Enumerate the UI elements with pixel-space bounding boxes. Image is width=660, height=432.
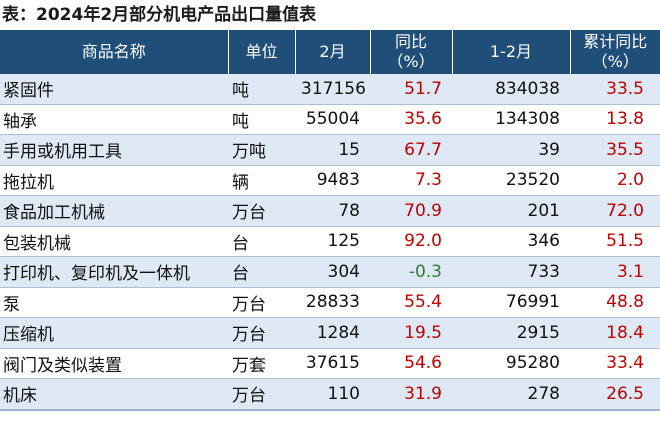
table-row: 机床 万台 110 31.9 278 26.5 [0, 378, 660, 411]
cell-unit: 吨 [228, 74, 295, 105]
cell-feb: 28833 [295, 287, 370, 318]
header-unit: 单位 [227, 30, 295, 74]
cell-cum-yoy: 2.0 [570, 165, 660, 196]
cell-name: 机床 [0, 378, 228, 411]
cell-ytd: 346 [452, 226, 570, 257]
cell-yoy: 51.7 [370, 74, 452, 105]
cell-cum-yoy: 35.5 [570, 134, 660, 166]
cell-unit: 辆 [228, 165, 295, 196]
cell-cum-yoy: 51.5 [570, 226, 660, 257]
cell-name: 食品加工机械 [0, 195, 228, 227]
table-body: 紧固件吨 317156 51.7 834038 33.5 轴承吨 55004 35.6 1343… [0, 74, 660, 411]
cell-yoy: 92.0 [370, 226, 452, 257]
cell-name: 手用或机用工具 [0, 134, 228, 166]
table-row: 阀门及类似装置 万套 37615 54.6 95280 33.4 [0, 348, 660, 379]
header-feb: 2月 [294, 30, 370, 74]
cell-cum-yoy: 48.8 [570, 287, 660, 318]
cell-ytd: 76991 [452, 287, 570, 318]
header-cum-yoy-line1: 累计同比 [583, 32, 648, 51]
cell-yoy: 31.9 [370, 378, 452, 411]
table-row: 食品加工机械 万台 78 70.9 201 72.0 [0, 195, 660, 227]
cell-feb: 110 [295, 378, 370, 411]
header-name: 商品名称 [0, 30, 228, 74]
header-yoy-line2: （%） [387, 52, 435, 71]
cell-feb: 9483 [295, 165, 370, 196]
cell-unit: 台 [228, 256, 295, 288]
cell-feb: 317156 [295, 74, 370, 105]
header-cum-yoy-line2: （%） [591, 52, 639, 71]
cell-name: 打印机、复印机及一体机 [0, 256, 228, 288]
table-row: 泵万台 28833 55.4 76991 48.8 [0, 287, 660, 318]
table-row: 压缩机 万台 1284 19.5 2915 18.4 [0, 317, 660, 349]
cell-name: 包装机械 [0, 226, 228, 257]
cell-ytd: 733 [452, 256, 570, 288]
header-ytd: 1-2月 [451, 30, 570, 74]
cell-yoy: 70.9 [370, 195, 452, 227]
cell-ytd: 39 [452, 134, 570, 166]
cell-unit: 万台 [228, 317, 295, 349]
table-header: 商品名称 单位 2月 同比 （%） 1-2月 累计同比 （%） [0, 30, 660, 74]
cell-ytd: 201 [452, 195, 570, 227]
header-yoy-line1: 同比 [394, 32, 427, 51]
cell-feb: 78 [295, 195, 370, 227]
cell-name: 拖拉机 [0, 165, 228, 196]
table-title: 表：2024年2月部分机电产品出口量值表 [2, 5, 317, 25]
export-table: 商品名称 单位 2月 同比 （%） 1-2月 累计同比 （%） 紧固件吨 3171… [0, 30, 660, 411]
cell-unit: 吨 [228, 104, 295, 135]
cell-cum-yoy: 33.4 [570, 348, 660, 379]
cell-ytd: 134308 [452, 104, 570, 135]
cell-name: 阀门及类似装置 [0, 348, 228, 379]
cell-ytd: 2915 [452, 317, 570, 349]
cell-unit: 万吨 [228, 134, 295, 166]
cell-feb: 15 [295, 134, 370, 166]
cell-name: 紧固件 [0, 74, 228, 105]
table-row: 手用或机用工具 万吨 15 67.7 39 35.5 [0, 134, 660, 166]
cell-ytd: 23520 [452, 165, 570, 196]
header-yoy: 同比 （%） [369, 30, 452, 74]
cell-cum-yoy: 18.4 [570, 317, 660, 349]
cell-cum-yoy: 33.5 [570, 74, 660, 105]
cell-yoy: 35.6 [370, 104, 452, 135]
table-row: 打印机、复印机及一体机台 304 -0.3 733 3.1 [0, 256, 660, 288]
cell-yoy: -0.3 [370, 256, 452, 288]
cell-cum-yoy: 3.1 [570, 256, 660, 288]
cell-cum-yoy: 13.8 [570, 104, 660, 135]
header-cum-yoy: 累计同比 （%） [569, 30, 660, 74]
cell-cum-yoy: 26.5 [570, 378, 660, 411]
cell-ytd: 95280 [452, 348, 570, 379]
cell-name: 泵 [0, 287, 228, 318]
cell-feb: 1284 [295, 317, 370, 349]
cell-cum-yoy: 72.0 [570, 195, 660, 227]
cell-yoy: 54.6 [370, 348, 452, 379]
cell-unit: 台 [228, 226, 295, 257]
cell-feb: 37615 [295, 348, 370, 379]
table-row: 拖拉机辆 9483 7.3 23520 2.0 [0, 165, 660, 196]
cell-yoy: 7.3 [370, 165, 452, 196]
cell-name: 压缩机 [0, 317, 228, 349]
cell-ytd: 834038 [452, 74, 570, 105]
table-row: 包装机械台 125 92.0 346 51.5 [0, 226, 660, 257]
cell-ytd: 278 [452, 378, 570, 411]
cell-unit: 万套 [228, 348, 295, 379]
cell-feb: 304 [295, 256, 370, 288]
cell-name: 轴承 [0, 104, 228, 135]
cell-yoy: 55.4 [370, 287, 452, 318]
table-row: 轴承吨 55004 35.6 134308 13.8 [0, 104, 660, 135]
cell-unit: 万台 [228, 195, 295, 227]
cell-yoy: 19.5 [370, 317, 452, 349]
cell-unit: 万台 [228, 378, 295, 411]
cell-unit: 万台 [228, 287, 295, 318]
table-row: 紧固件吨 317156 51.7 834038 33.5 [0, 74, 660, 105]
cell-yoy: 67.7 [370, 134, 452, 166]
cell-feb: 125 [295, 226, 370, 257]
cell-feb: 55004 [295, 104, 370, 135]
